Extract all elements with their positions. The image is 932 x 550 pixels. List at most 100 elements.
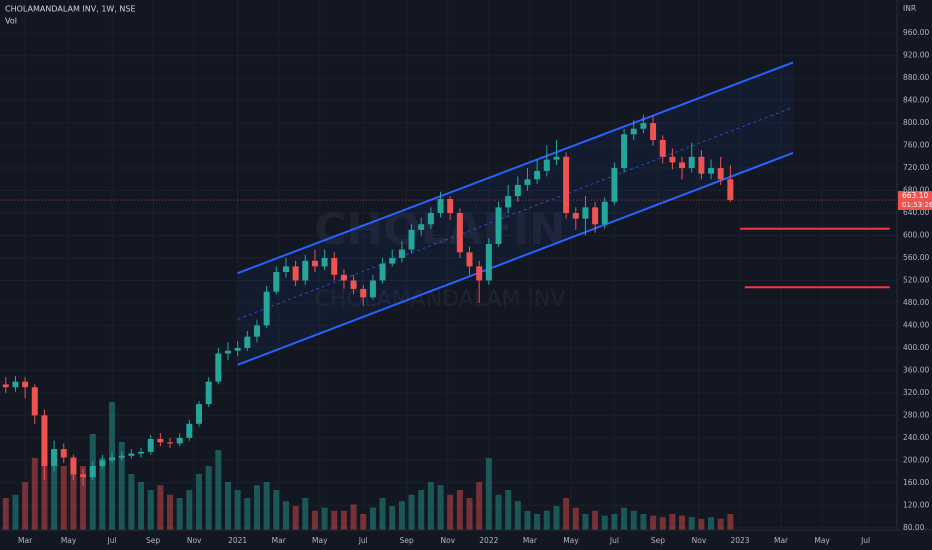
candle-body bbox=[273, 272, 280, 292]
chart-title: CHOLAMANDALAM INV, 1W, NSE bbox=[5, 5, 136, 14]
candle-body bbox=[157, 438, 164, 443]
candle-body bbox=[167, 442, 174, 444]
volume-bar bbox=[418, 490, 425, 530]
volume-bar bbox=[2, 498, 9, 530]
volume-bar bbox=[476, 482, 483, 530]
candle-body bbox=[282, 266, 289, 273]
volume-bar bbox=[688, 517, 695, 530]
volume-bar bbox=[224, 482, 231, 530]
volume-bar bbox=[708, 517, 715, 530]
volume-bar bbox=[543, 510, 550, 530]
candle-body bbox=[514, 184, 521, 197]
x-tick-label: May bbox=[61, 536, 77, 545]
candle-body bbox=[118, 455, 125, 458]
x-tick-label: Mar bbox=[523, 536, 538, 545]
price-tag bbox=[898, 191, 932, 211]
candle-body bbox=[2, 384, 9, 388]
y-tick-label: 440.00 bbox=[903, 320, 929, 329]
volume-bar bbox=[157, 485, 164, 530]
candle-body bbox=[263, 291, 270, 326]
candle-body bbox=[331, 257, 338, 275]
volume-bar bbox=[408, 494, 415, 530]
x-tick-label: Nov bbox=[187, 536, 202, 545]
volume-bar bbox=[321, 507, 328, 530]
candle-body bbox=[215, 353, 222, 382]
y-tick-label: 680.00 bbox=[903, 186, 929, 195]
y-tick-label: 280.00 bbox=[903, 410, 929, 419]
candle-body bbox=[456, 213, 463, 253]
candle-body bbox=[70, 457, 77, 475]
candle-body bbox=[727, 179, 734, 201]
candle-body bbox=[138, 451, 145, 454]
x-tick-label: Jul bbox=[358, 536, 368, 545]
x-tick-label: May bbox=[814, 536, 830, 545]
candle-body bbox=[601, 201, 608, 225]
volume-bar bbox=[379, 498, 386, 530]
volume-bar bbox=[650, 515, 657, 530]
volume-bar bbox=[186, 490, 193, 530]
volume-bar bbox=[41, 442, 48, 530]
volume-bar bbox=[621, 507, 628, 530]
candle-body bbox=[379, 263, 386, 281]
price-axis bbox=[897, 0, 932, 550]
volume-bar bbox=[128, 474, 135, 530]
candle-body bbox=[31, 387, 38, 416]
trend-line bbox=[237, 151, 794, 366]
volume-bar bbox=[563, 498, 570, 530]
candle-body bbox=[253, 325, 260, 337]
candle-body bbox=[22, 381, 29, 388]
candle-body bbox=[89, 465, 96, 478]
volume-bar bbox=[640, 514, 647, 530]
y-tick-label: 520.00 bbox=[903, 275, 929, 284]
candle-body bbox=[640, 123, 647, 129]
x-tick-label: 2022 bbox=[479, 536, 498, 545]
x-tick-label: Jul bbox=[609, 536, 619, 545]
volume-bar bbox=[350, 504, 357, 530]
volume-bar bbox=[727, 514, 734, 530]
y-tick-label: 640.00 bbox=[903, 208, 929, 217]
volume-bar bbox=[167, 494, 174, 530]
volume-bar bbox=[456, 490, 463, 530]
x-tick-label: Sep bbox=[651, 536, 665, 545]
volume-bar bbox=[282, 501, 289, 530]
volume-bar bbox=[485, 458, 492, 530]
candle-body bbox=[708, 168, 715, 174]
volume-bar bbox=[582, 514, 589, 530]
volume-bar bbox=[679, 515, 686, 530]
volume-pane bbox=[2, 402, 734, 530]
candle-body bbox=[398, 249, 405, 258]
candle-body bbox=[505, 196, 512, 208]
candle-body bbox=[717, 168, 724, 180]
x-tick-label: Mar bbox=[18, 536, 33, 545]
volume-bar bbox=[389, 506, 396, 530]
candle-body bbox=[582, 207, 589, 219]
volume-bar bbox=[630, 510, 637, 530]
volume-bar bbox=[292, 506, 299, 530]
volume-bar bbox=[12, 494, 19, 530]
axes: 80.00 120.00 160.00 200.00 240.00 280.00 320.0… bbox=[18, 28, 932, 545]
volume-bar bbox=[437, 485, 444, 530]
volume-bar bbox=[592, 510, 599, 530]
candle-body bbox=[292, 266, 299, 281]
volume-bar bbox=[205, 466, 212, 530]
y-tick-label: 960.00 bbox=[903, 28, 929, 37]
volume-bar bbox=[273, 490, 280, 530]
volume-bar bbox=[234, 490, 241, 530]
candle-body bbox=[563, 156, 570, 214]
candle-body bbox=[572, 213, 579, 219]
currency-label: INR bbox=[903, 4, 916, 13]
y-tick-label: 200.00 bbox=[903, 455, 929, 464]
x-tick-label: Sep bbox=[400, 536, 414, 545]
volume-bar bbox=[109, 402, 116, 530]
candle-body bbox=[534, 170, 541, 180]
volume-bar bbox=[70, 474, 77, 530]
y-tick-label: 400.00 bbox=[903, 343, 929, 352]
volume-bar bbox=[118, 442, 125, 530]
x-tick-label: Nov bbox=[440, 536, 455, 545]
volume-bar bbox=[51, 450, 58, 530]
candle-body bbox=[360, 288, 367, 298]
candle-body bbox=[543, 159, 550, 171]
candle-body bbox=[205, 381, 212, 405]
volume-bar bbox=[717, 518, 724, 530]
